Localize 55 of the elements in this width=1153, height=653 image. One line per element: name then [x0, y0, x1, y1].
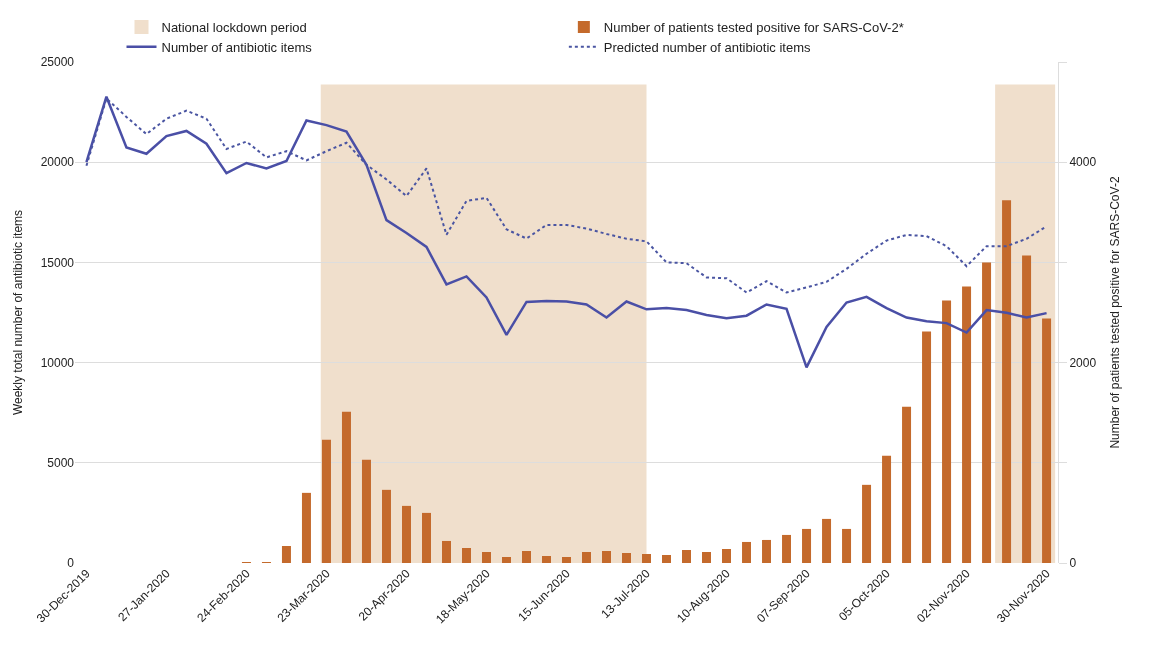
bar: [822, 518, 832, 563]
bar: [782, 534, 792, 563]
bar: [942, 300, 952, 563]
bar: [762, 539, 772, 563]
bar: [982, 262, 992, 563]
bar: [321, 439, 331, 563]
y-tick-label: 10000: [40, 355, 75, 370]
bar: [582, 551, 591, 563]
y-axis-title: Weekly total number of antibiotic items: [10, 209, 25, 416]
bar: [642, 553, 652, 563]
bar: [401, 505, 411, 563]
bar: [922, 331, 932, 563]
bar: [902, 406, 912, 563]
bar: [501, 556, 511, 563]
bar: [461, 547, 471, 563]
bar: [381, 489, 391, 563]
bar: [441, 540, 451, 563]
bar: [602, 550, 612, 563]
bar: [722, 548, 732, 563]
bar: [562, 556, 571, 563]
bar: [521, 550, 531, 563]
y2-tick-label: 4000: [1069, 155, 1097, 170]
bar: [361, 459, 371, 563]
bar: [481, 551, 491, 563]
bar: [1022, 255, 1032, 563]
legend-label: Number of patients tested positive for SARS-CoV-2*: [603, 20, 904, 36]
bar: [1042, 318, 1052, 563]
y2-tick-label: 2000: [1069, 355, 1097, 370]
legend-label: National lockdown period: [161, 20, 307, 36]
bar: [842, 528, 852, 563]
bar: [862, 484, 872, 563]
y-tick-label: 15000: [40, 255, 75, 270]
y2-tick-label: 0: [1069, 556, 1077, 571]
bar: [421, 512, 431, 563]
y-tick-label: 25000: [40, 55, 75, 70]
legend-label: Number of antibiotic items: [161, 39, 313, 55]
bar: [301, 492, 311, 563]
y-tick-label: 5000: [47, 456, 75, 470]
y2-axis-title: Number of patients tested positive for SARS-CoV-2: [1108, 176, 1123, 449]
bar: [281, 545, 291, 563]
bar: [662, 554, 672, 563]
bar: [702, 551, 712, 563]
y-tick-label: 0: [67, 556, 75, 571]
legend-label: Predicted number of antibiotic items: [603, 39, 811, 55]
bar: [1002, 200, 1012, 563]
bar: [682, 549, 692, 563]
bar: [962, 286, 972, 563]
bar: [341, 411, 351, 563]
bar: [802, 528, 812, 563]
bar: [742, 541, 752, 563]
bar: [882, 455, 892, 563]
bar: [542, 555, 551, 563]
bar: [622, 552, 632, 563]
y-tick-label: 20000: [40, 155, 75, 170]
line-series: [85, 95, 1048, 369]
